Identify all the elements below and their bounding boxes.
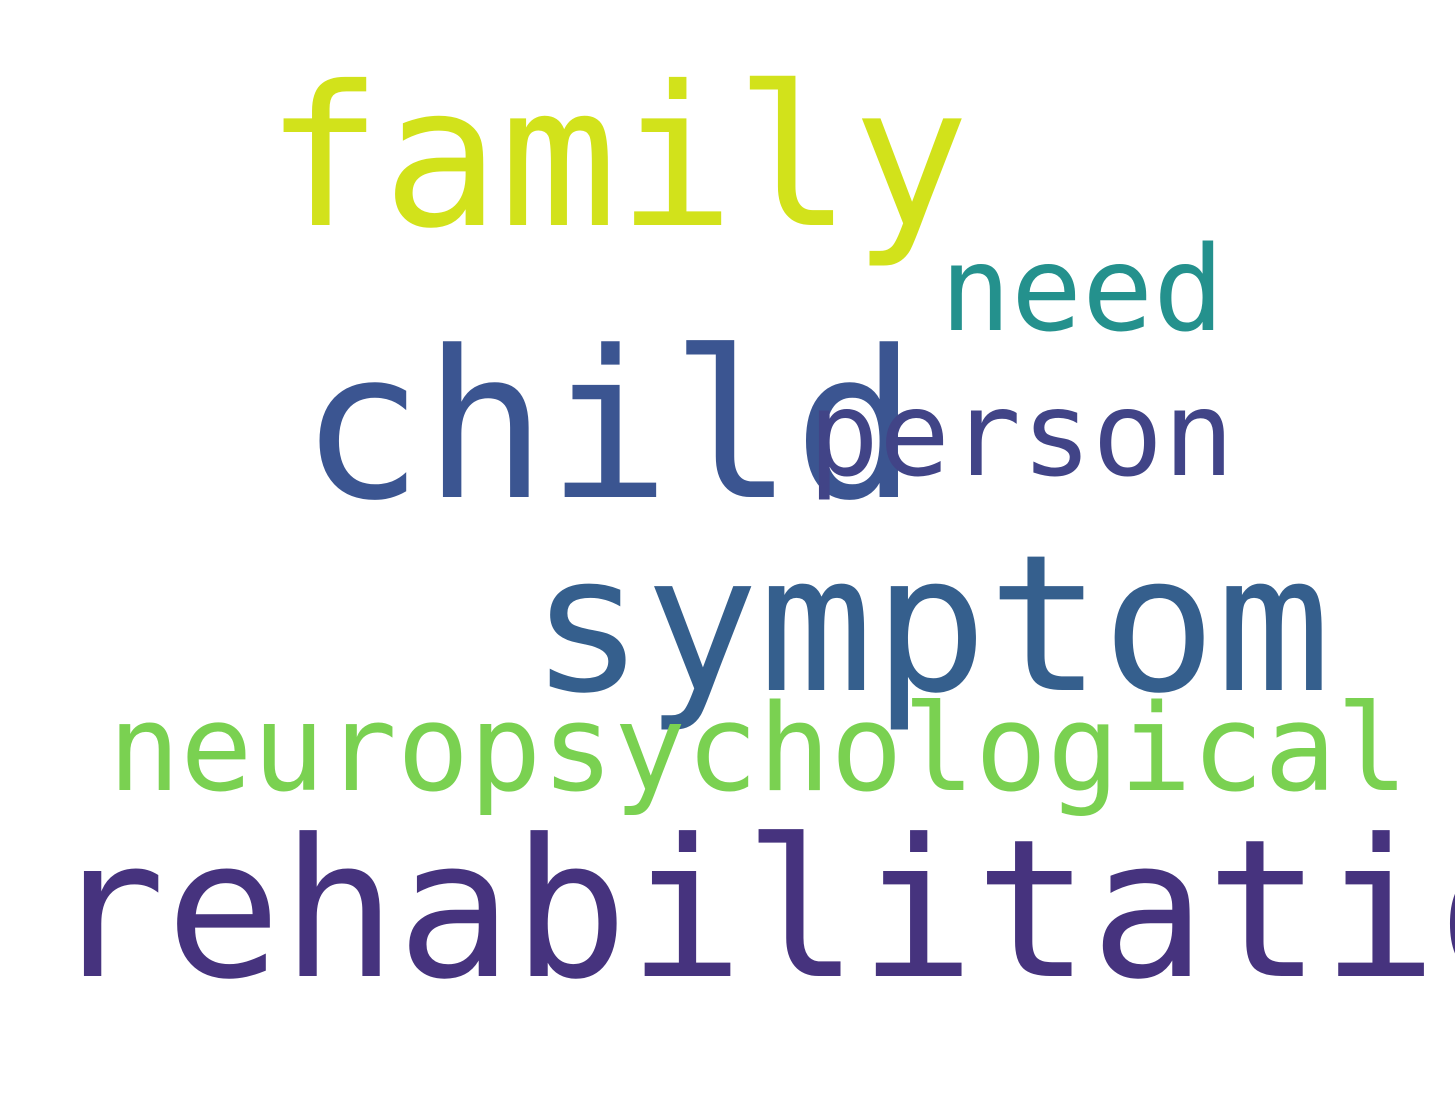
word-neuropsychological: neuropsychological (108, 680, 1409, 819)
word-rehabilitation: rehabilitation (50, 799, 1455, 1022)
word-child: child (300, 308, 918, 546)
word-family: family (265, 44, 970, 271)
word-person: person (808, 365, 1235, 503)
word-symptom: symptom (530, 514, 1331, 735)
word-need: need (940, 220, 1225, 358)
